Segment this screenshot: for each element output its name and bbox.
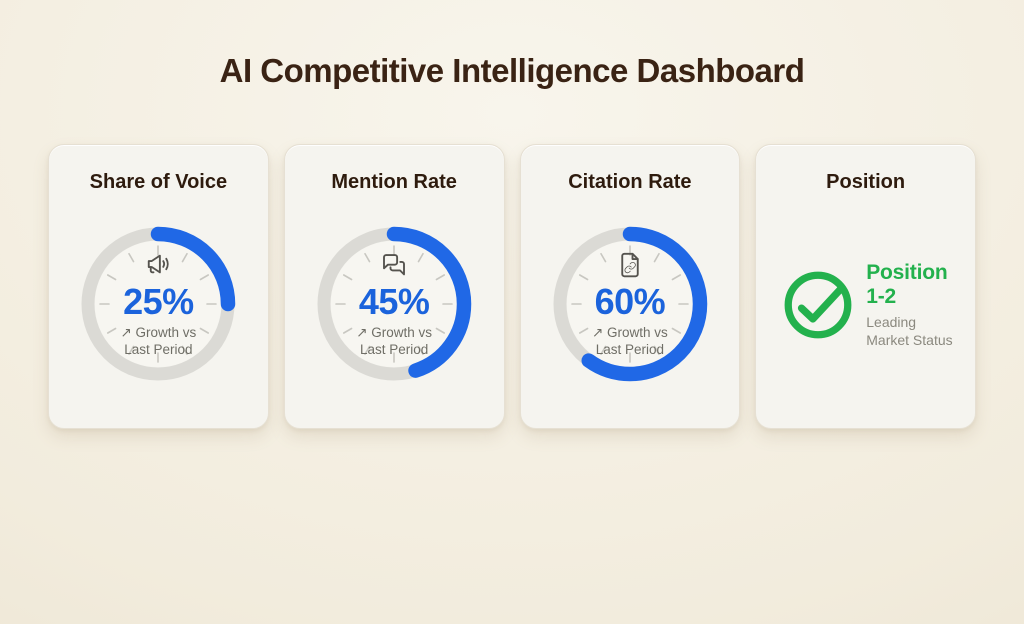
share-of-voice-gauge: 25% ↗ Growth vs Last Period <box>73 219 243 389</box>
position-subtitle: Leading Market Status <box>866 314 953 349</box>
page-title: AI Competitive Intelligence Dashboard <box>219 52 805 89</box>
card-title: Citation Rate <box>568 171 692 193</box>
position-value: Position 1-2 <box>866 261 948 309</box>
gauge-chart <box>316 226 472 382</box>
metric-cards-row: Share of Voice 25% <box>48 144 976 429</box>
card-title: Position <box>826 171 906 193</box>
gauge-progress-arc <box>316 226 472 382</box>
gauge-progress-arc <box>552 226 708 382</box>
gauge-chart <box>552 226 708 382</box>
card-mention-rate: Mention Rate 45% ↗ Growth vs Last P <box>283 144 505 429</box>
card-share-of-voice: Share of Voice 25% <box>48 144 269 429</box>
card-position: Position Position 1-2 Leading Market Sta… <box>755 144 976 429</box>
mention-rate-gauge: 45% ↗ Growth vs Last Period <box>309 219 479 389</box>
gauge-chart <box>81 226 236 382</box>
check-circle-icon <box>780 267 856 343</box>
card-citation-rate: Citation Rate <box>519 144 741 429</box>
citation-rate-gauge: 60% ↗ Growth vs Last Period <box>545 219 715 389</box>
gauge-ticks <box>99 245 218 363</box>
card-title: Mention Rate <box>331 171 457 193</box>
position-status: Position 1-2 Leading Market Status <box>780 261 961 350</box>
gauge-progress-arc <box>81 226 236 382</box>
card-title: Share of Voice <box>89 171 228 193</box>
gauge-ticks <box>335 245 453 363</box>
